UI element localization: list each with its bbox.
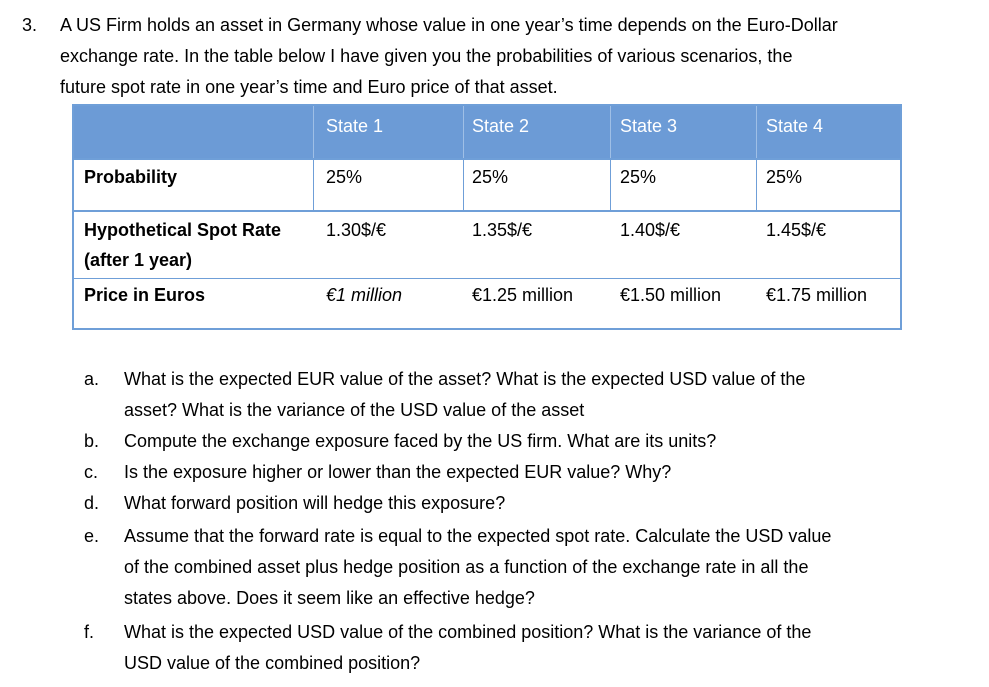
subquestion-b: b. Compute the exchange exposure faced b… — [84, 426, 964, 457]
table-cell: 1.30$/€ — [326, 220, 387, 240]
row-label-probability: Probability — [84, 167, 178, 187]
header-divider — [756, 106, 757, 158]
subquestion-line: What is the expected EUR value of the as… — [124, 369, 806, 389]
table-cell: 25% — [326, 167, 363, 187]
subquestion-text: What is the expected EUR value of the as… — [124, 364, 944, 426]
subquestion-text: What forward position will hedge this ex… — [124, 488, 944, 519]
cell-divider — [463, 160, 464, 210]
subquestion-text: Is the exposure higher or lower than the… — [124, 457, 944, 488]
subquestion-letter: d. — [84, 493, 100, 513]
table-cell: €1.25 million — [472, 285, 574, 305]
subquestion-line: of the combined asset plus hedge positio… — [124, 557, 809, 577]
table-cell: 25% — [472, 167, 509, 187]
table-cell: 25% — [766, 167, 803, 187]
subquestion-line: states above. Does it seem like an effec… — [124, 588, 535, 608]
table-cell: €1.50 million — [620, 285, 722, 305]
subquestion-text: What is the expected USD value of the co… — [124, 617, 944, 679]
subquestion-letter: c. — [84, 462, 99, 482]
subquestion-line: Assume that the forward rate is equal to… — [124, 526, 832, 546]
cell-divider — [756, 160, 757, 210]
table-cell: €1.75 million — [766, 285, 868, 305]
header-state-4: State 4 — [766, 116, 824, 136]
subquestion-f: f. What is the expected USD value of the… — [84, 617, 964, 679]
table-header-row — [74, 106, 900, 158]
subquestion-letter: f. — [84, 622, 95, 642]
table-cell: 1.40$/€ — [620, 220, 681, 240]
cell-divider — [610, 160, 611, 210]
table-cell: €1 million — [326, 285, 403, 305]
subquestion-line: USD value of the combined position? — [124, 653, 421, 673]
subquestion-letter: e. — [84, 526, 100, 546]
header-divider — [463, 106, 464, 158]
header-state-2: State 2 — [472, 116, 530, 136]
subquestion-line: asset? What is the variance of the USD v… — [124, 400, 585, 420]
row-label-spot-rate: Hypothetical Spot Rate — [84, 220, 282, 240]
subquestion-text: Compute the exchange exposure faced by t… — [124, 426, 944, 457]
table-cell: 25% — [620, 167, 657, 187]
subquestion-line: What forward position will hedge this ex… — [124, 493, 506, 513]
header-divider — [610, 106, 611, 158]
subquestion-text: Assume that the forward rate is equal to… — [124, 521, 944, 614]
row-label-spot-rate-sub: (after 1 year) — [84, 250, 193, 270]
table-cell: 1.35$/€ — [472, 220, 533, 240]
row-divider — [74, 158, 900, 160]
subquestion-letter: a. — [84, 369, 100, 389]
cell-divider — [313, 160, 314, 210]
subquestion-letter: b. — [84, 431, 100, 451]
scenario-table: State 1 State 2 State 3 State 4 Probabil… — [72, 104, 902, 330]
intro-line: A US Firm holds an asset in Germany whos… — [60, 15, 838, 35]
header-divider — [313, 106, 314, 158]
question-intro: A US Firm holds an asset in Germany whos… — [60, 10, 970, 103]
subquestion-line: Compute the exchange exposure faced by t… — [124, 431, 717, 451]
row-divider — [74, 278, 900, 279]
subquestion-d: d. What forward position will hedge this… — [84, 488, 964, 519]
question-number: 3. — [22, 15, 38, 35]
row-divider — [74, 210, 900, 212]
row-label-price: Price in Euros — [84, 285, 206, 305]
subquestion-c: c. Is the exposure higher or lower than … — [84, 457, 964, 488]
header-state-3: State 3 — [620, 116, 678, 136]
table-cell: 1.45$/€ — [766, 220, 827, 240]
header-state-1: State 1 — [326, 116, 384, 136]
intro-line: exchange rate. In the table below I have… — [60, 46, 793, 66]
subquestion-a: a. What is the expected EUR value of the… — [84, 364, 964, 426]
subquestion-line: Is the exposure higher or lower than the… — [124, 462, 672, 482]
intro-line: future spot rate in one year’s time and … — [60, 77, 558, 97]
subquestion-e: e. Assume that the forward rate is equal… — [84, 521, 964, 614]
subquestion-line: What is the expected USD value of the co… — [124, 622, 812, 642]
